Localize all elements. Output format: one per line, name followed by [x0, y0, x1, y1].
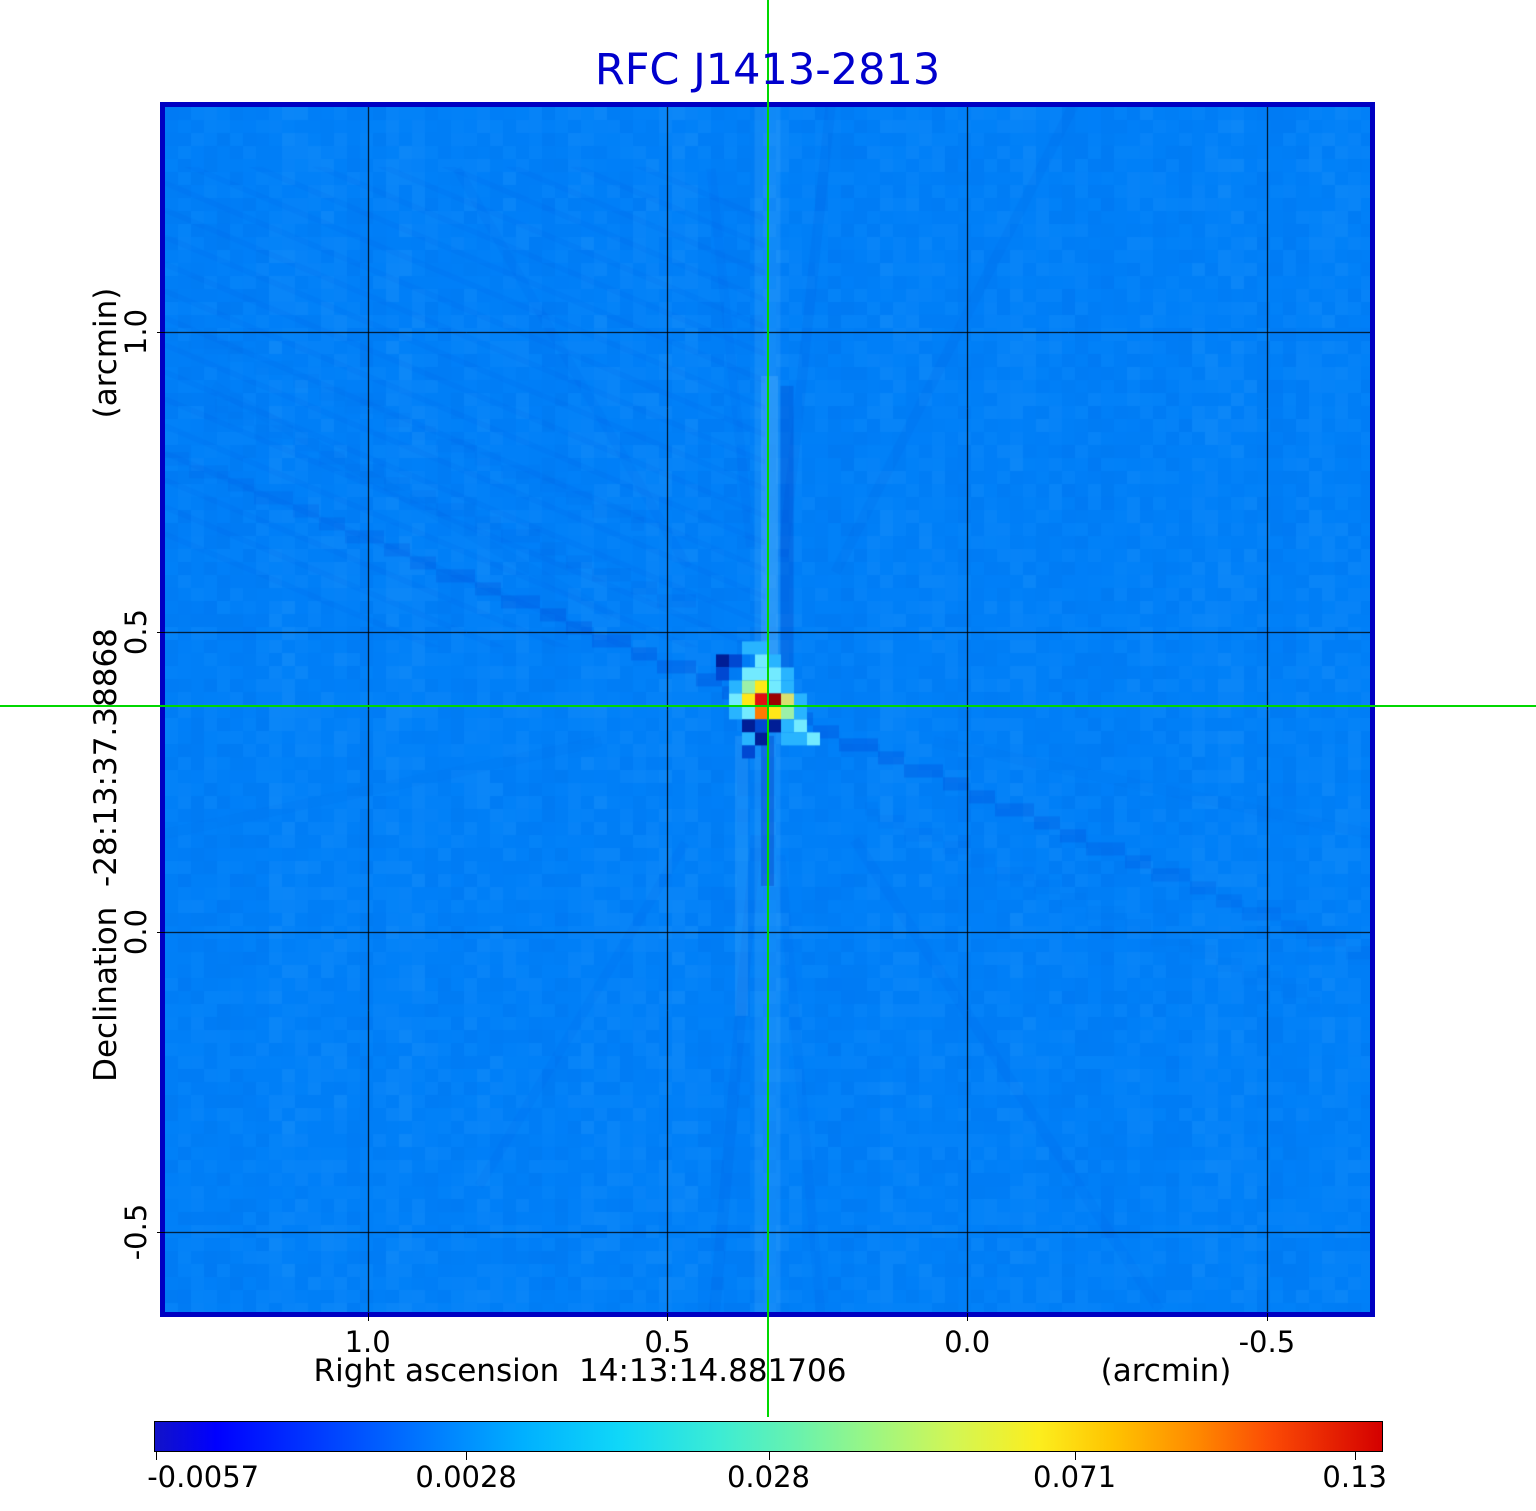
- x-tick-label: 0.5: [644, 1325, 691, 1359]
- x-axis-label: Right ascension 14:13:14.881706: [313, 1353, 847, 1389]
- y-tick-label: 0.5: [119, 609, 153, 656]
- x-tick-label: 1.0: [344, 1325, 391, 1359]
- y-axis-tickmark: [157, 332, 165, 334]
- y-tick-label: 1.0: [119, 308, 153, 356]
- y-tick-label: 0.0: [119, 909, 153, 956]
- colorbar-tickmark: [1354, 1452, 1356, 1460]
- x-axis-tickmark: [967, 1313, 969, 1321]
- x-tick-label: 0.0: [944, 1325, 991, 1359]
- colorbar-tickmark: [1074, 1452, 1076, 1460]
- colorbar-tickmark: [156, 1452, 158, 1460]
- colorbar-tick-label: 0.13: [1322, 1460, 1388, 1494]
- y-axis-tickmark: [157, 932, 165, 934]
- y-tick-label: -0.5: [119, 1203, 153, 1261]
- colorbar-tickmark: [466, 1452, 468, 1460]
- x-axis-tickmark: [1266, 1313, 1268, 1321]
- x-axis-tickmark: [367, 1313, 369, 1321]
- x-axis-tickmark: [667, 1313, 669, 1321]
- x-axis-unit-label: (arcmin): [1100, 1353, 1232, 1389]
- y-axis-label: Declination -28:13:37.38868: [88, 628, 124, 1082]
- x-tick-label: -0.5: [1238, 1325, 1296, 1359]
- page-title: RFC J1413-2813: [594, 45, 941, 95]
- colorbar: [154, 1421, 1383, 1452]
- y-axis-tickmark: [157, 1232, 165, 1234]
- colorbar-tick-label: 0.028: [726, 1460, 811, 1494]
- colorbar-tickmark: [768, 1452, 770, 1460]
- y-axis-tickmark: [157, 632, 165, 634]
- colorbar-tick-label: -0.0057: [147, 1460, 260, 1494]
- colorbar-tick-label: 0.071: [1033, 1460, 1117, 1494]
- colorbar-tick-label: 0.0028: [415, 1460, 517, 1494]
- crosshair-vertical-line: [766, 0, 769, 1417]
- crosshair-horizontal-line: [0, 704, 1536, 707]
